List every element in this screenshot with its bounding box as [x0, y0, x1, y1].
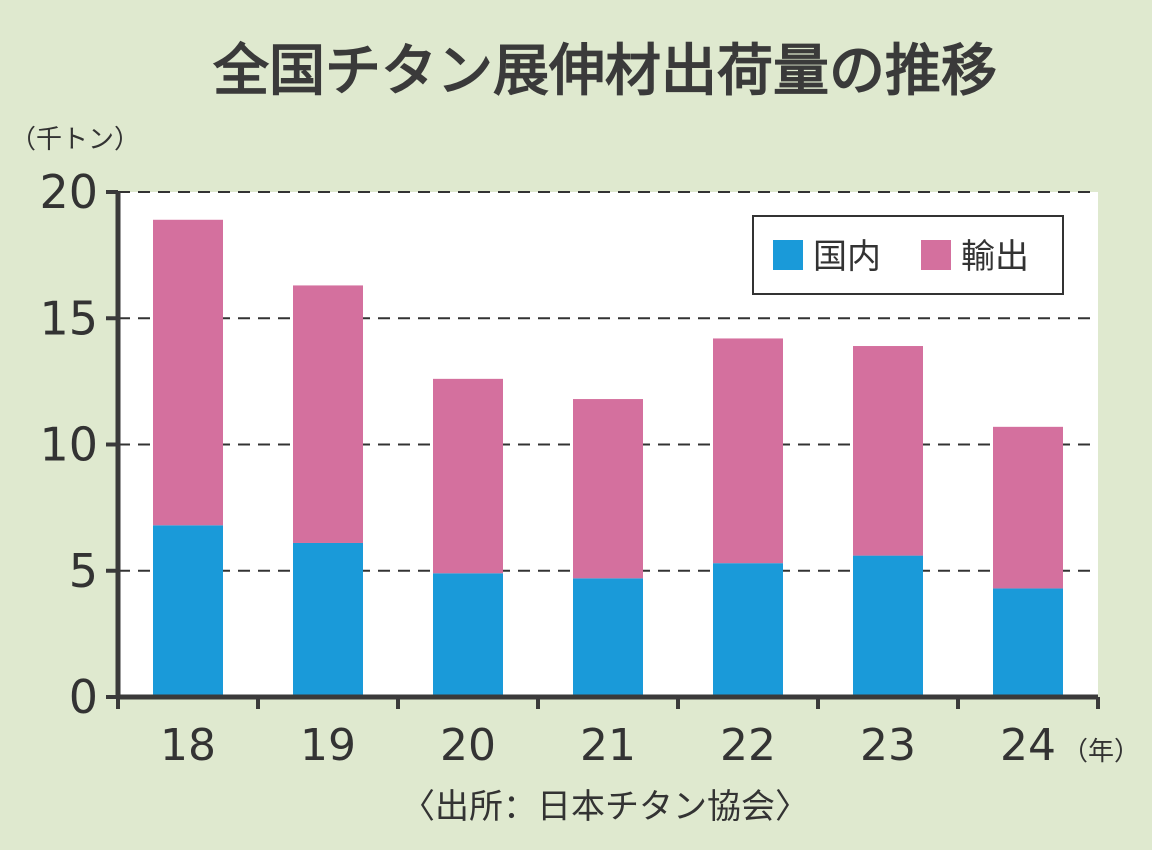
- legend-label: 国内: [813, 237, 881, 277]
- bar-export: [713, 338, 783, 564]
- bar-export: [293, 285, 363, 543]
- y-tick-label: 20: [39, 165, 98, 219]
- y-tick-label: 0: [69, 670, 98, 724]
- legend-label: 輸出: [961, 237, 1029, 277]
- bar-domestic: [993, 588, 1063, 697]
- bar-export: [573, 399, 643, 579]
- x-tick-label: 24: [1000, 720, 1056, 771]
- y-tick-label: 15: [39, 291, 98, 345]
- y-tick-label: 5: [69, 544, 98, 598]
- legend-swatch: [921, 240, 951, 270]
- bar-export: [153, 219, 223, 526]
- bar-domestic: [573, 578, 643, 697]
- x-axis-unit: （年）: [1062, 737, 1140, 767]
- bar-export: [853, 346, 923, 556]
- x-tick-label: 18: [160, 720, 216, 771]
- bar-export: [433, 378, 503, 574]
- chart-title: 全国チタン展伸材出荷量の推移: [212, 39, 997, 104]
- y-axis-unit: （千トン）: [10, 125, 140, 155]
- bar-domestic: [293, 542, 363, 697]
- bar-domestic: [853, 555, 923, 697]
- legend-swatch: [773, 240, 803, 270]
- x-tick-label: 23: [860, 720, 916, 771]
- bar-export: [993, 426, 1063, 589]
- bar-domestic: [713, 563, 783, 697]
- legend: 国内 輸出: [752, 215, 1064, 295]
- y-tick-label: 10: [39, 418, 98, 472]
- x-tick-label: 20: [440, 720, 496, 771]
- source-note: 〈出所：日本チタン協会〉: [401, 787, 809, 827]
- x-tick-label: 22: [720, 720, 776, 771]
- bar-domestic: [153, 525, 223, 697]
- x-tick-label: 21: [580, 720, 636, 771]
- bar-domestic: [433, 573, 503, 697]
- x-tick-label: 19: [300, 720, 356, 771]
